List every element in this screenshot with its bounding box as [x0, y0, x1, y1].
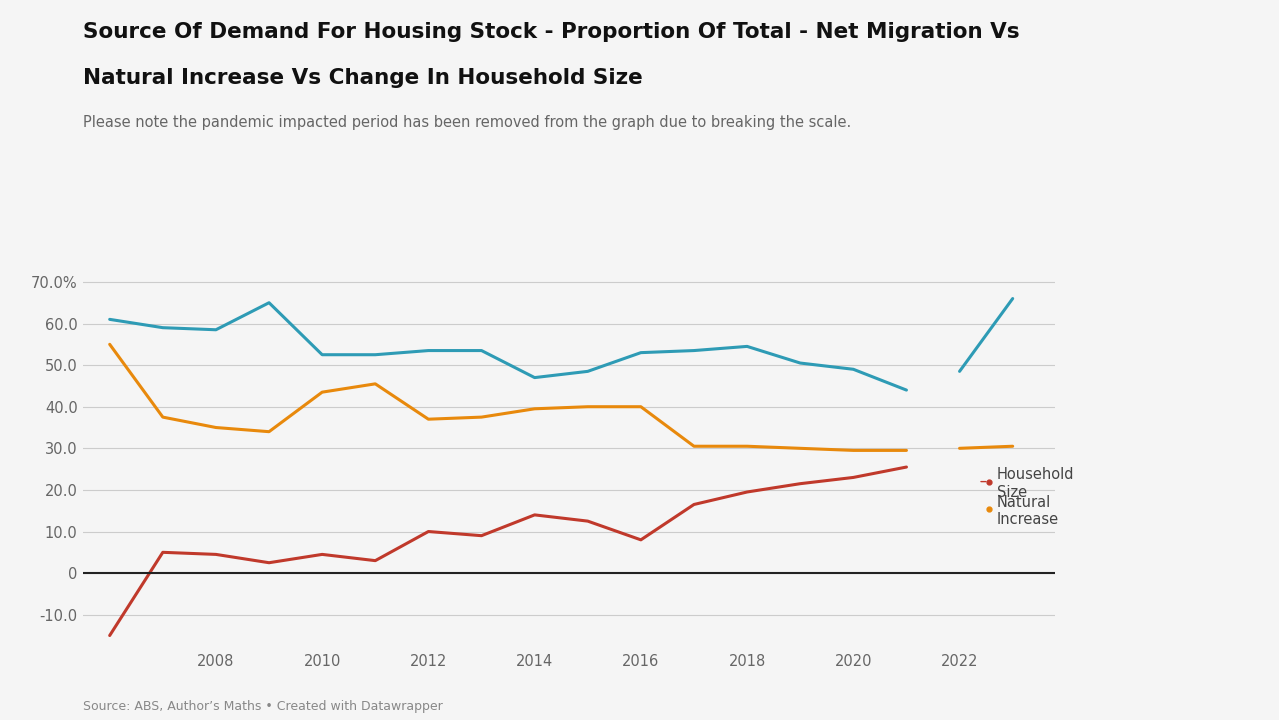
Text: Natural Increase Vs Change In Household Size: Natural Increase Vs Change In Household … — [83, 68, 643, 89]
Text: Household
Size: Household Size — [996, 467, 1074, 500]
Text: Please note the pandemic impacted period has been removed from the graph due to : Please note the pandemic impacted period… — [83, 115, 852, 130]
Text: Source: ABS, Author’s Maths • Created with Datawrapper: Source: ABS, Author’s Maths • Created wi… — [83, 700, 443, 713]
Text: Source Of Demand For Housing Stock - Proportion Of Total - Net Migration Vs: Source Of Demand For Housing Stock - Pro… — [83, 22, 1019, 42]
Text: Natural
Increase: Natural Increase — [996, 495, 1059, 527]
